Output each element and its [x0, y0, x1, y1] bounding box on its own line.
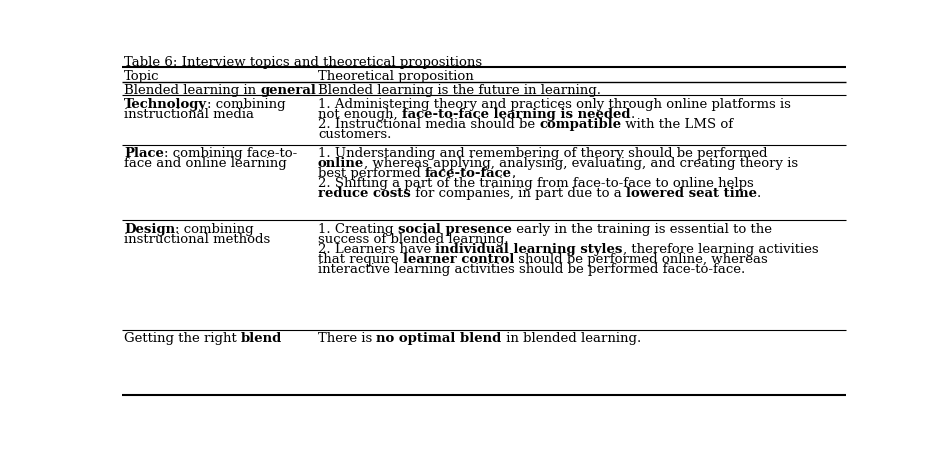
- Text: Theoretical proposition: Theoretical proposition: [318, 70, 474, 83]
- Text: success of blended learning.: success of blended learning.: [318, 234, 509, 247]
- Text: Blended learning in: Blended learning in: [125, 84, 261, 97]
- Text: instructional media: instructional media: [125, 108, 254, 121]
- Text: best performed: best performed: [318, 167, 425, 180]
- Text: reduce costs: reduce costs: [318, 187, 411, 200]
- Text: Topic: Topic: [125, 70, 160, 83]
- Text: for companies, in part due to a: for companies, in part due to a: [411, 187, 626, 200]
- Text: : combining: : combining: [208, 98, 286, 111]
- Text: 1. Understanding and remembering of theory should be performed: 1. Understanding and remembering of theo…: [318, 147, 767, 160]
- Text: with the LMS of: with the LMS of: [621, 118, 733, 131]
- Text: face and online learning: face and online learning: [125, 157, 287, 170]
- Text: not enough,: not enough,: [318, 108, 402, 121]
- Text: Design: Design: [125, 223, 176, 236]
- Text: face-to-face: face-to-face: [425, 167, 512, 180]
- Text: compatible: compatible: [539, 118, 621, 131]
- Text: Place: Place: [125, 147, 164, 160]
- Text: social presence: social presence: [397, 223, 512, 236]
- Text: Technology: Technology: [125, 98, 208, 111]
- Text: should be performed online, whereas: should be performed online, whereas: [514, 253, 768, 266]
- Text: : combining: : combining: [176, 223, 254, 236]
- Text: 1. Creating: 1. Creating: [318, 223, 397, 236]
- Text: 2. Learners have: 2. Learners have: [318, 243, 435, 256]
- Text: , therefore learning activities: , therefore learning activities: [623, 243, 818, 256]
- Text: , whereas applying, analysing, evaluating, and creating theory is: , whereas applying, analysing, evaluatin…: [364, 157, 799, 170]
- Text: blend: blend: [242, 332, 282, 345]
- Text: face-to-face learning is needed: face-to-face learning is needed: [402, 108, 631, 121]
- Text: .: .: [631, 108, 634, 121]
- Text: in blended learning.: in blended learning.: [501, 332, 641, 345]
- Text: There is: There is: [318, 332, 377, 345]
- Text: learner control: learner control: [403, 253, 514, 266]
- Text: .: .: [512, 167, 516, 180]
- Text: that require: that require: [318, 253, 403, 266]
- Text: early in the training is essential to the: early in the training is essential to th…: [512, 223, 771, 236]
- Text: 1. Administering theory and practices only through online platforms is: 1. Administering theory and practices on…: [318, 98, 791, 111]
- Text: lowered seat time: lowered seat time: [626, 187, 757, 200]
- Text: individual learning styles: individual learning styles: [435, 243, 623, 256]
- Text: instructional methods: instructional methods: [125, 234, 270, 247]
- Text: no optimal blend: no optimal blend: [377, 332, 501, 345]
- Text: 2. Instructional media should be: 2. Instructional media should be: [318, 118, 539, 131]
- Text: .: .: [757, 187, 761, 200]
- Text: general: general: [261, 84, 316, 97]
- Text: Getting the right: Getting the right: [125, 332, 242, 345]
- Text: Blended learning is the future in learning.: Blended learning is the future in learni…: [318, 84, 601, 97]
- Text: customers.: customers.: [318, 128, 392, 141]
- Text: Table 6: Interview topics and theoretical propositions: Table 6: Interview topics and theoretica…: [125, 56, 482, 69]
- Text: online: online: [318, 157, 364, 170]
- Text: 2. Shifting a part of the training from face-to-face to online helps: 2. Shifting a part of the training from …: [318, 177, 753, 190]
- Text: interactive learning activities should be performed face-to-face.: interactive learning activities should b…: [318, 263, 745, 276]
- Text: : combining face-to-: : combining face-to-: [164, 147, 297, 160]
